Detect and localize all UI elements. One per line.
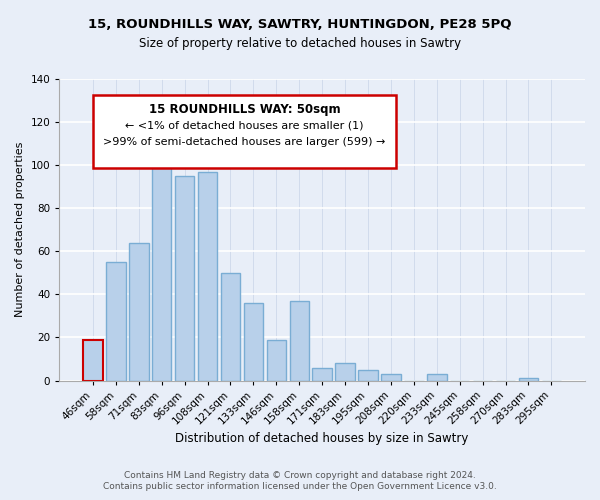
Bar (290, 301, 309, 380)
Text: 15, ROUNDHILLS WAY, SAWTRY, HUNTINGDON, PE28 5PQ: 15, ROUNDHILLS WAY, SAWTRY, HUNTINGDON, … (88, 18, 512, 30)
Bar (427, 374, 446, 380)
Text: >99% of semi-detached houses are larger (599) →: >99% of semi-detached houses are larger … (103, 138, 386, 147)
Bar (129, 242, 149, 380)
Text: Size of property relative to detached houses in Sawtry: Size of property relative to detached ho… (139, 38, 461, 51)
Text: ← <1% of detached houses are smaller (1): ← <1% of detached houses are smaller (1) (125, 121, 364, 131)
Bar (358, 370, 378, 380)
Bar (198, 172, 217, 380)
Y-axis label: Number of detached properties: Number of detached properties (15, 142, 25, 318)
Bar (313, 368, 332, 380)
Text: Contains HM Land Registry data © Crown copyright and database right 2024.: Contains HM Land Registry data © Crown c… (124, 471, 476, 480)
X-axis label: Distribution of detached houses by size in Sawtry: Distribution of detached houses by size … (175, 432, 469, 445)
Bar (221, 273, 240, 380)
Bar (175, 176, 194, 380)
Text: 15 ROUNDHILLS WAY: 50sqm: 15 ROUNDHILLS WAY: 50sqm (149, 102, 340, 116)
Bar (519, 378, 538, 380)
Bar (152, 156, 172, 380)
Bar (83, 340, 103, 380)
Bar (335, 364, 355, 380)
Bar (244, 303, 263, 380)
Text: Contains public sector information licensed under the Open Government Licence v3: Contains public sector information licen… (103, 482, 497, 491)
Bar (381, 374, 401, 380)
Bar (106, 262, 125, 380)
Bar (266, 340, 286, 380)
